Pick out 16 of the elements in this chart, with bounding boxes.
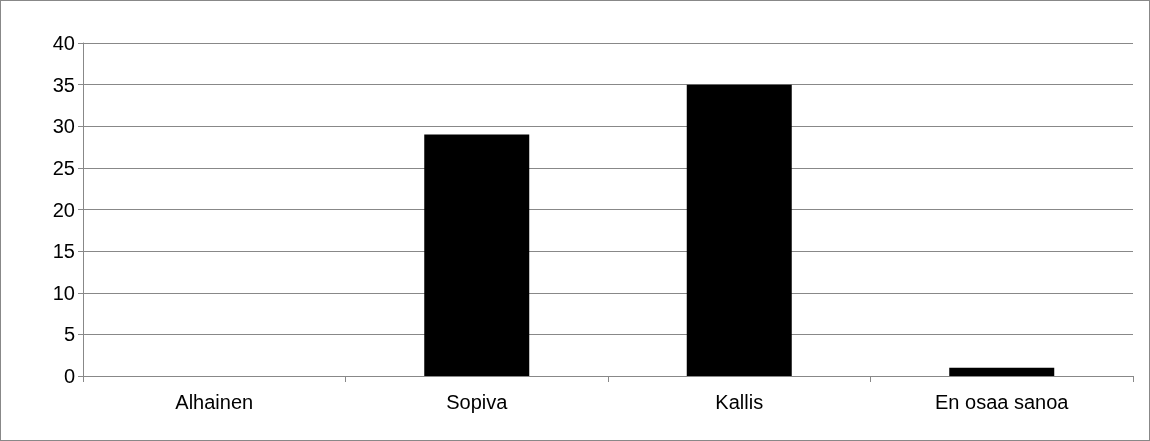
bar [686,84,792,376]
y-tick-label: 5 [63,323,75,346]
y-tick-label: 0 [63,365,75,387]
y-tick-label: 15 [52,240,75,263]
y-tick-label: 35 [52,73,75,96]
y-tick-label: 20 [52,198,75,221]
y-tick-label: 25 [52,156,75,179]
y-tick-label: 40 [52,32,75,54]
x-tick-label: Kallis [715,391,764,413]
x-tick-label: Sopiva [446,391,509,413]
x-tick-label: Alhainen [175,391,254,413]
x-tick-label: En osaa sanoa [935,391,1070,413]
y-tick-label: 30 [52,115,75,138]
bar [424,134,530,376]
y-tick-label: 10 [52,281,75,304]
bar [949,367,1055,376]
